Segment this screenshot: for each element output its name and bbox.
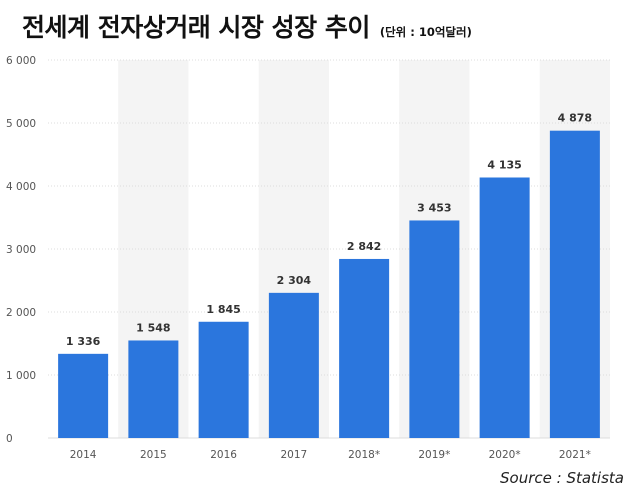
bar <box>128 340 179 438</box>
y-tick-label: 5 000 <box>6 118 36 130</box>
x-tick-label: 2021* <box>559 449 591 461</box>
data-label: 4 878 <box>558 112 592 125</box>
x-tick-label: 2017 <box>281 449 308 461</box>
x-tick-label: 2016 <box>210 449 237 461</box>
x-tick-label: 2015 <box>140 449 167 461</box>
bar <box>549 130 600 438</box>
x-tick-label: 2014 <box>70 449 97 461</box>
bar <box>268 292 319 438</box>
x-tick-label: 2020* <box>489 449 521 461</box>
y-tick-label: 4 000 <box>6 181 36 193</box>
data-label: 2 304 <box>277 274 312 287</box>
bar <box>58 353 109 438</box>
bar <box>198 321 249 438</box>
chart-header: 전세계 전자상거래 시장 성장 추이 (단위 : 10억달러) <box>22 8 472 44</box>
source-note: Source : Statista <box>500 469 624 487</box>
bar <box>479 177 530 438</box>
y-tick-label: 3 000 <box>6 244 36 256</box>
data-label: 1 548 <box>136 321 170 334</box>
bar <box>409 220 460 438</box>
data-label: 4 135 <box>487 158 521 171</box>
data-label: 2 842 <box>347 240 381 253</box>
bar <box>339 258 390 438</box>
y-tick-label: 1 000 <box>6 370 36 382</box>
y-tick-label: 2 000 <box>6 307 36 319</box>
unit-label: (단위 : 10억달러) <box>379 25 472 39</box>
y-tick-label: 0 <box>6 433 13 445</box>
x-tick-label: 2019* <box>418 449 450 461</box>
x-tick-label: 2018* <box>348 449 380 461</box>
data-label: 1 336 <box>66 335 101 348</box>
chart-title: 전세계 전자상거래 시장 성장 추이 <box>22 13 370 42</box>
y-tick-label: 6 000 <box>6 55 36 67</box>
data-label: 3 453 <box>417 201 451 214</box>
data-label: 1 845 <box>206 303 240 316</box>
